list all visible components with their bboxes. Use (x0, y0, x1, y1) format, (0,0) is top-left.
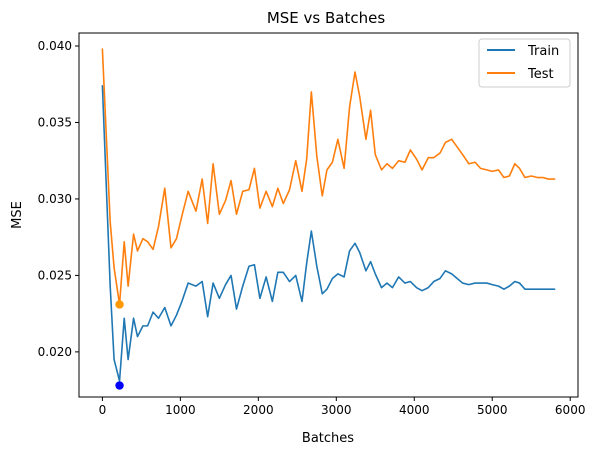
y-axis: 0.020 0.025 0.030 0.035 0.040 (38, 39, 79, 359)
x-tick-label: 0 (99, 403, 107, 417)
y-tick-label: 0.025 (38, 268, 72, 282)
plot-frame (78, 32, 579, 398)
chart-title: MSE vs Batches (267, 9, 386, 27)
x-tick-label: 5000 (477, 403, 508, 417)
x-tick-label: 1000 (165, 403, 196, 417)
x-tick-label: 3000 (321, 403, 352, 417)
legend-label-train: Train (527, 44, 559, 59)
x-axis-label: Batches (302, 431, 354, 446)
marker-layer (115, 300, 124, 390)
x-tick-label: 2000 (243, 403, 274, 417)
y-tick-label: 0.020 (38, 345, 72, 359)
y-tick-label: 0.040 (38, 39, 72, 53)
legend: Train Test (478, 38, 571, 88)
x-tick-label: 4000 (399, 403, 430, 417)
min-marker-test (115, 300, 124, 309)
y-axis-label: MSE (10, 201, 25, 229)
x-axis: 0 1000 2000 3000 4000 5000 6000 (99, 397, 586, 417)
x-tick-label: 6000 (555, 403, 586, 417)
series-layer (101, 48, 556, 382)
y-tick-label: 0.035 (38, 115, 72, 129)
y-tick-label: 0.030 (38, 192, 72, 206)
series-line-test (101, 48, 556, 306)
series-line-train (101, 84, 556, 382)
min-marker-train (115, 381, 124, 390)
legend-label-test: Test (527, 67, 554, 82)
